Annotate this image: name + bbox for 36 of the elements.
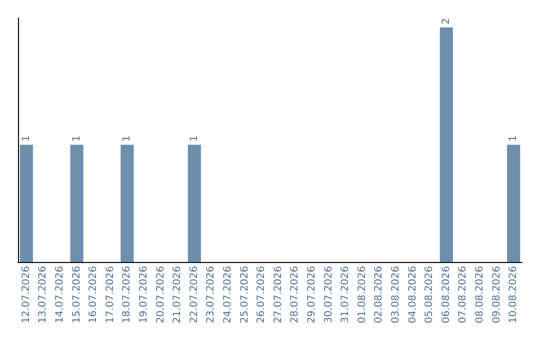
x-tick-label: 22.07.2026 — [188, 266, 200, 324]
data-label: 1 — [188, 135, 200, 142]
x-tick-label: 16.07.2026 — [88, 266, 100, 324]
x-tick-label: 30.07.2026 — [323, 266, 334, 324]
x-tick-label: 17.07.2026 — [104, 266, 116, 324]
x-tick-label: 18.07.2026 — [122, 266, 133, 324]
x-tick-label: 25.07.2026 — [239, 266, 250, 324]
x-tick-label: 19.07.2026 — [138, 266, 150, 324]
x-tick-label: 09.08.2026 — [491, 266, 502, 324]
data-label: 1 — [20, 135, 32, 142]
x-tick-label: 02.08.2026 — [374, 266, 385, 324]
x-tick-label: 27.07.2026 — [272, 266, 284, 324]
x-tick-label: 04.08.2026 — [407, 266, 418, 324]
x-tick-label: 24.07.2026 — [222, 266, 234, 324]
x-tick-label: 06.08.2026 — [440, 266, 452, 324]
x-tick-label: 15.07.2026 — [71, 266, 82, 324]
data-label: 2 — [440, 18, 452, 24]
x-tick-label: 20.07.2026 — [155, 266, 166, 324]
data-label: 1 — [508, 135, 520, 142]
x-tick-label: 14.07.2026 — [54, 266, 66, 324]
x-tick-label: 29.07.2026 — [306, 266, 318, 324]
x-tick-label: 08.08.2026 — [474, 266, 486, 324]
x-tick-label: 10.08.2026 — [508, 266, 520, 324]
x-tick-label: 26.07.2026 — [256, 266, 268, 324]
x-tick-label: 05.08.2026 — [424, 266, 436, 324]
x-tick-label: 03.08.2026 — [390, 266, 402, 324]
data-label: 1 — [71, 135, 82, 142]
x-tick-label: 31.07.2026 — [340, 266, 352, 324]
data-label: 1 — [122, 135, 133, 142]
x-tick-label: 13.07.2026 — [38, 266, 49, 324]
x-tick-label: 07.08.2026 — [458, 266, 469, 324]
x-tick-label: 23.07.2026 — [206, 266, 217, 324]
x-tick-label: 28.07.2026 — [290, 266, 301, 324]
x-tick-label: 21.07.2026 — [172, 266, 184, 324]
x-tick-label: 01.08.2026 — [356, 266, 368, 324]
x-tick-label: 12.07.2026 — [20, 266, 32, 324]
